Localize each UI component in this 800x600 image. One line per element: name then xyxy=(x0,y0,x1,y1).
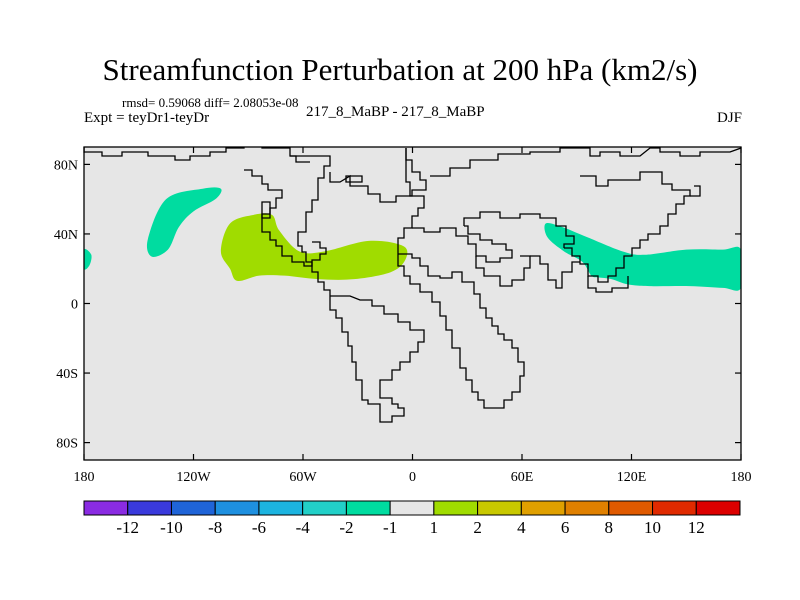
coastline-europe-africa xyxy=(397,148,525,409)
x-tick-label: 0 xyxy=(409,470,416,485)
colorbar-box xyxy=(652,500,697,516)
colorbar-box xyxy=(389,500,435,516)
axis-ticks xyxy=(83,147,742,460)
y-tick-label: 40N xyxy=(54,228,78,243)
chart-title: Streamfunction Perturbation at 200 hPa (… xyxy=(102,52,698,87)
stats-line: rmsd= 0.59068 diff= 2.08053e-08 xyxy=(122,95,299,110)
season-label: DJF xyxy=(716,110,742,126)
colorbar-labels: -12 -10 -8 -6 -4 -2 -1 1 2 4 6 8 10 12 xyxy=(116,518,704,537)
coastline-east-asia xyxy=(564,171,691,283)
y-tick-label: 40S xyxy=(56,367,78,382)
coastlines xyxy=(84,147,741,423)
colorbar xyxy=(83,500,741,516)
colorbar-box xyxy=(170,500,216,516)
map-plot-area xyxy=(83,146,742,461)
x-tick-label: 120E xyxy=(617,470,647,485)
x-axis-labels: 180 120W 60W 0 60E 120E 180 xyxy=(74,470,752,485)
colorbar-box xyxy=(214,500,260,516)
colorbar-label: -10 xyxy=(160,518,183,537)
colorbar-label: 8 xyxy=(605,518,614,537)
colorbar-label: -8 xyxy=(208,518,222,537)
coastline-great-lakes xyxy=(261,201,271,219)
coastline-arabia xyxy=(475,255,531,287)
y-axis-labels: 80N 40N 0 40S 80S xyxy=(54,158,78,451)
colorbar-label: 6 xyxy=(561,518,570,537)
coastline-central-asia xyxy=(463,211,575,248)
colorbar-box xyxy=(520,500,566,516)
x-tick-label: 60W xyxy=(289,470,317,485)
coastline-south-asia xyxy=(530,255,580,289)
colorbar-label: -12 xyxy=(116,518,139,537)
colorbar-box xyxy=(127,500,172,516)
colorbar-label: 12 xyxy=(688,518,705,537)
colorbar-box xyxy=(258,500,304,516)
colorbar-label: -4 xyxy=(296,518,311,537)
colorbar-label: -1 xyxy=(383,518,397,537)
colorbar-box xyxy=(302,500,347,516)
anomaly-region-1 xyxy=(146,187,222,257)
y-tick-label: 0 xyxy=(71,298,78,313)
coastline-southeast-asia xyxy=(587,276,629,293)
y-tick-label: 80N xyxy=(54,158,78,173)
coastline-hudson-bay xyxy=(244,169,327,267)
x-tick-label: 180 xyxy=(731,470,752,485)
colorbar-box xyxy=(83,500,129,516)
colorbar-label: 10 xyxy=(644,518,661,537)
x-tick-label: 120W xyxy=(176,470,211,485)
colorbar-label: -2 xyxy=(339,518,353,537)
colorbar-box xyxy=(477,500,522,516)
colorbar-label: 4 xyxy=(517,518,526,537)
colorbar-box xyxy=(695,500,741,516)
colorbar-label: -6 xyxy=(252,518,266,537)
coastline-asia xyxy=(430,147,741,177)
coastline-south-america xyxy=(329,295,425,423)
run-label: 217_8_MaBP - 217_8_MaBP xyxy=(306,104,485,120)
x-tick-label: 60E xyxy=(511,470,534,485)
coastline-japan xyxy=(690,185,701,197)
colorbar-box xyxy=(433,500,479,516)
x-tick-label: 180 xyxy=(74,470,95,485)
colorbar-label: 1 xyxy=(430,518,439,537)
colorbar-label: 2 xyxy=(473,518,482,537)
coastline-north-america xyxy=(84,147,331,296)
anomaly-region-2 xyxy=(84,249,92,270)
colorbar-box xyxy=(608,500,654,516)
anomaly-region-3 xyxy=(220,213,408,282)
y-tick-label: 80S xyxy=(56,437,78,452)
colorbar-box xyxy=(564,500,610,516)
colorbar-box xyxy=(345,500,391,516)
experiment-label: Expt = teyDr1-teyDr xyxy=(84,110,210,126)
anomaly-regions xyxy=(84,187,741,291)
coastline-north-america-west xyxy=(290,155,310,163)
anomaly-region-4 xyxy=(544,222,741,291)
coastline-mediterranean xyxy=(412,225,513,263)
coastline-arctic-islands xyxy=(345,175,363,183)
coastline-greenland xyxy=(329,148,427,203)
